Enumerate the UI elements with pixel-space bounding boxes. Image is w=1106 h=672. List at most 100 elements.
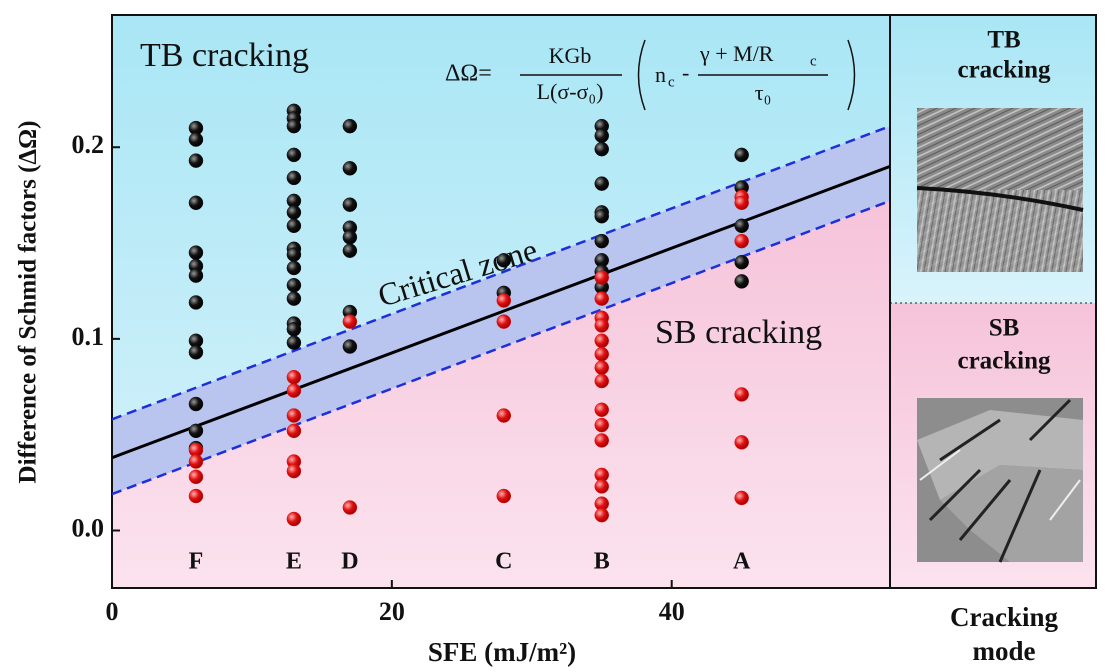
point (496, 488, 512, 504)
point (734, 435, 749, 450)
point (594, 176, 609, 191)
x-tick-label: 0 (106, 597, 119, 626)
x-tick-label: 20 (379, 597, 405, 626)
fit-line (112, 124, 890, 421)
panel-text: cracking (957, 348, 1051, 375)
group-label: C (495, 549, 512, 575)
group-label: E (286, 549, 302, 575)
point (594, 291, 609, 306)
group-label: D (341, 549, 358, 575)
point (594, 233, 609, 249)
point (188, 195, 204, 211)
annotation: TB cracking (140, 37, 309, 74)
point (594, 433, 609, 448)
point (286, 463, 302, 479)
point (286, 118, 302, 134)
eq: γ + M/R (699, 41, 774, 66)
point (188, 469, 204, 485)
sb-image (917, 398, 1083, 563)
point (286, 170, 302, 186)
y-axis-label: Difference of Schmid factors (ΔΩ) (15, 121, 42, 484)
point (342, 339, 358, 354)
eq: c (668, 74, 675, 90)
point (594, 417, 609, 433)
background (112, 15, 890, 588)
point (188, 345, 204, 360)
point (342, 243, 358, 258)
point (496, 253, 512, 268)
point (594, 507, 609, 523)
point (594, 270, 609, 285)
eq: KGb (549, 43, 592, 68)
point (734, 147, 749, 163)
point (342, 161, 358, 176)
point (594, 208, 609, 224)
point (286, 408, 302, 423)
group-label: B (594, 549, 610, 575)
point (286, 322, 302, 337)
fit-line (112, 164, 890, 460)
eq: ΔΩ= (445, 61, 492, 87)
point (188, 132, 204, 147)
x-tick-label: 40 (659, 597, 685, 626)
point (188, 488, 204, 504)
point (594, 360, 609, 375)
y-tick-label: 0.1 (72, 322, 105, 351)
panel-text: SB (989, 315, 1020, 342)
point (342, 500, 358, 515)
point (734, 387, 749, 402)
point (188, 153, 204, 168)
region-sb (112, 200, 890, 588)
group-label: F (189, 549, 204, 575)
panel-text: cracking (957, 57, 1051, 84)
eq: - (682, 60, 689, 85)
point (188, 454, 204, 469)
point (734, 490, 749, 506)
tb-image (916, 108, 1084, 272)
eq: c (810, 53, 817, 69)
point (286, 511, 302, 527)
point (594, 479, 609, 494)
eq: n (655, 62, 666, 87)
point (496, 293, 512, 308)
point (342, 197, 358, 212)
point (342, 118, 358, 134)
point (188, 396, 204, 412)
point (734, 274, 749, 289)
point (342, 314, 358, 329)
point (594, 346, 609, 362)
equation: ΔΩ= KGb L(σ-σ₀) n c - γ + M/R c τ₀ (445, 39, 856, 111)
point (594, 318, 609, 333)
point (188, 268, 204, 283)
point (188, 295, 204, 310)
point (496, 408, 512, 423)
annotation: SB cracking (655, 314, 822, 351)
point (496, 314, 512, 329)
point (286, 205, 302, 220)
point (286, 291, 302, 306)
point (342, 230, 358, 245)
panel-label: mode (973, 636, 1036, 666)
point (594, 333, 609, 349)
point (286, 247, 302, 262)
fit-line (112, 199, 890, 496)
panel-label: Cracking (950, 602, 1059, 632)
point (286, 335, 302, 350)
frame (111, 14, 1097, 589)
eq: L(σ-σ₀) (537, 79, 604, 104)
point (188, 423, 204, 439)
point (594, 141, 609, 157)
x-axis-label: SFE (mJ/m²) (428, 637, 576, 667)
point (594, 373, 609, 389)
point (286, 383, 302, 398)
point (286, 423, 302, 439)
panel-text: TB (987, 27, 1020, 54)
group-label: A (733, 549, 751, 575)
y-tick-label: 0.0 (72, 513, 105, 542)
point (734, 218, 749, 234)
point (734, 195, 749, 211)
point (286, 260, 302, 276)
point (594, 402, 609, 418)
point (286, 147, 302, 163)
